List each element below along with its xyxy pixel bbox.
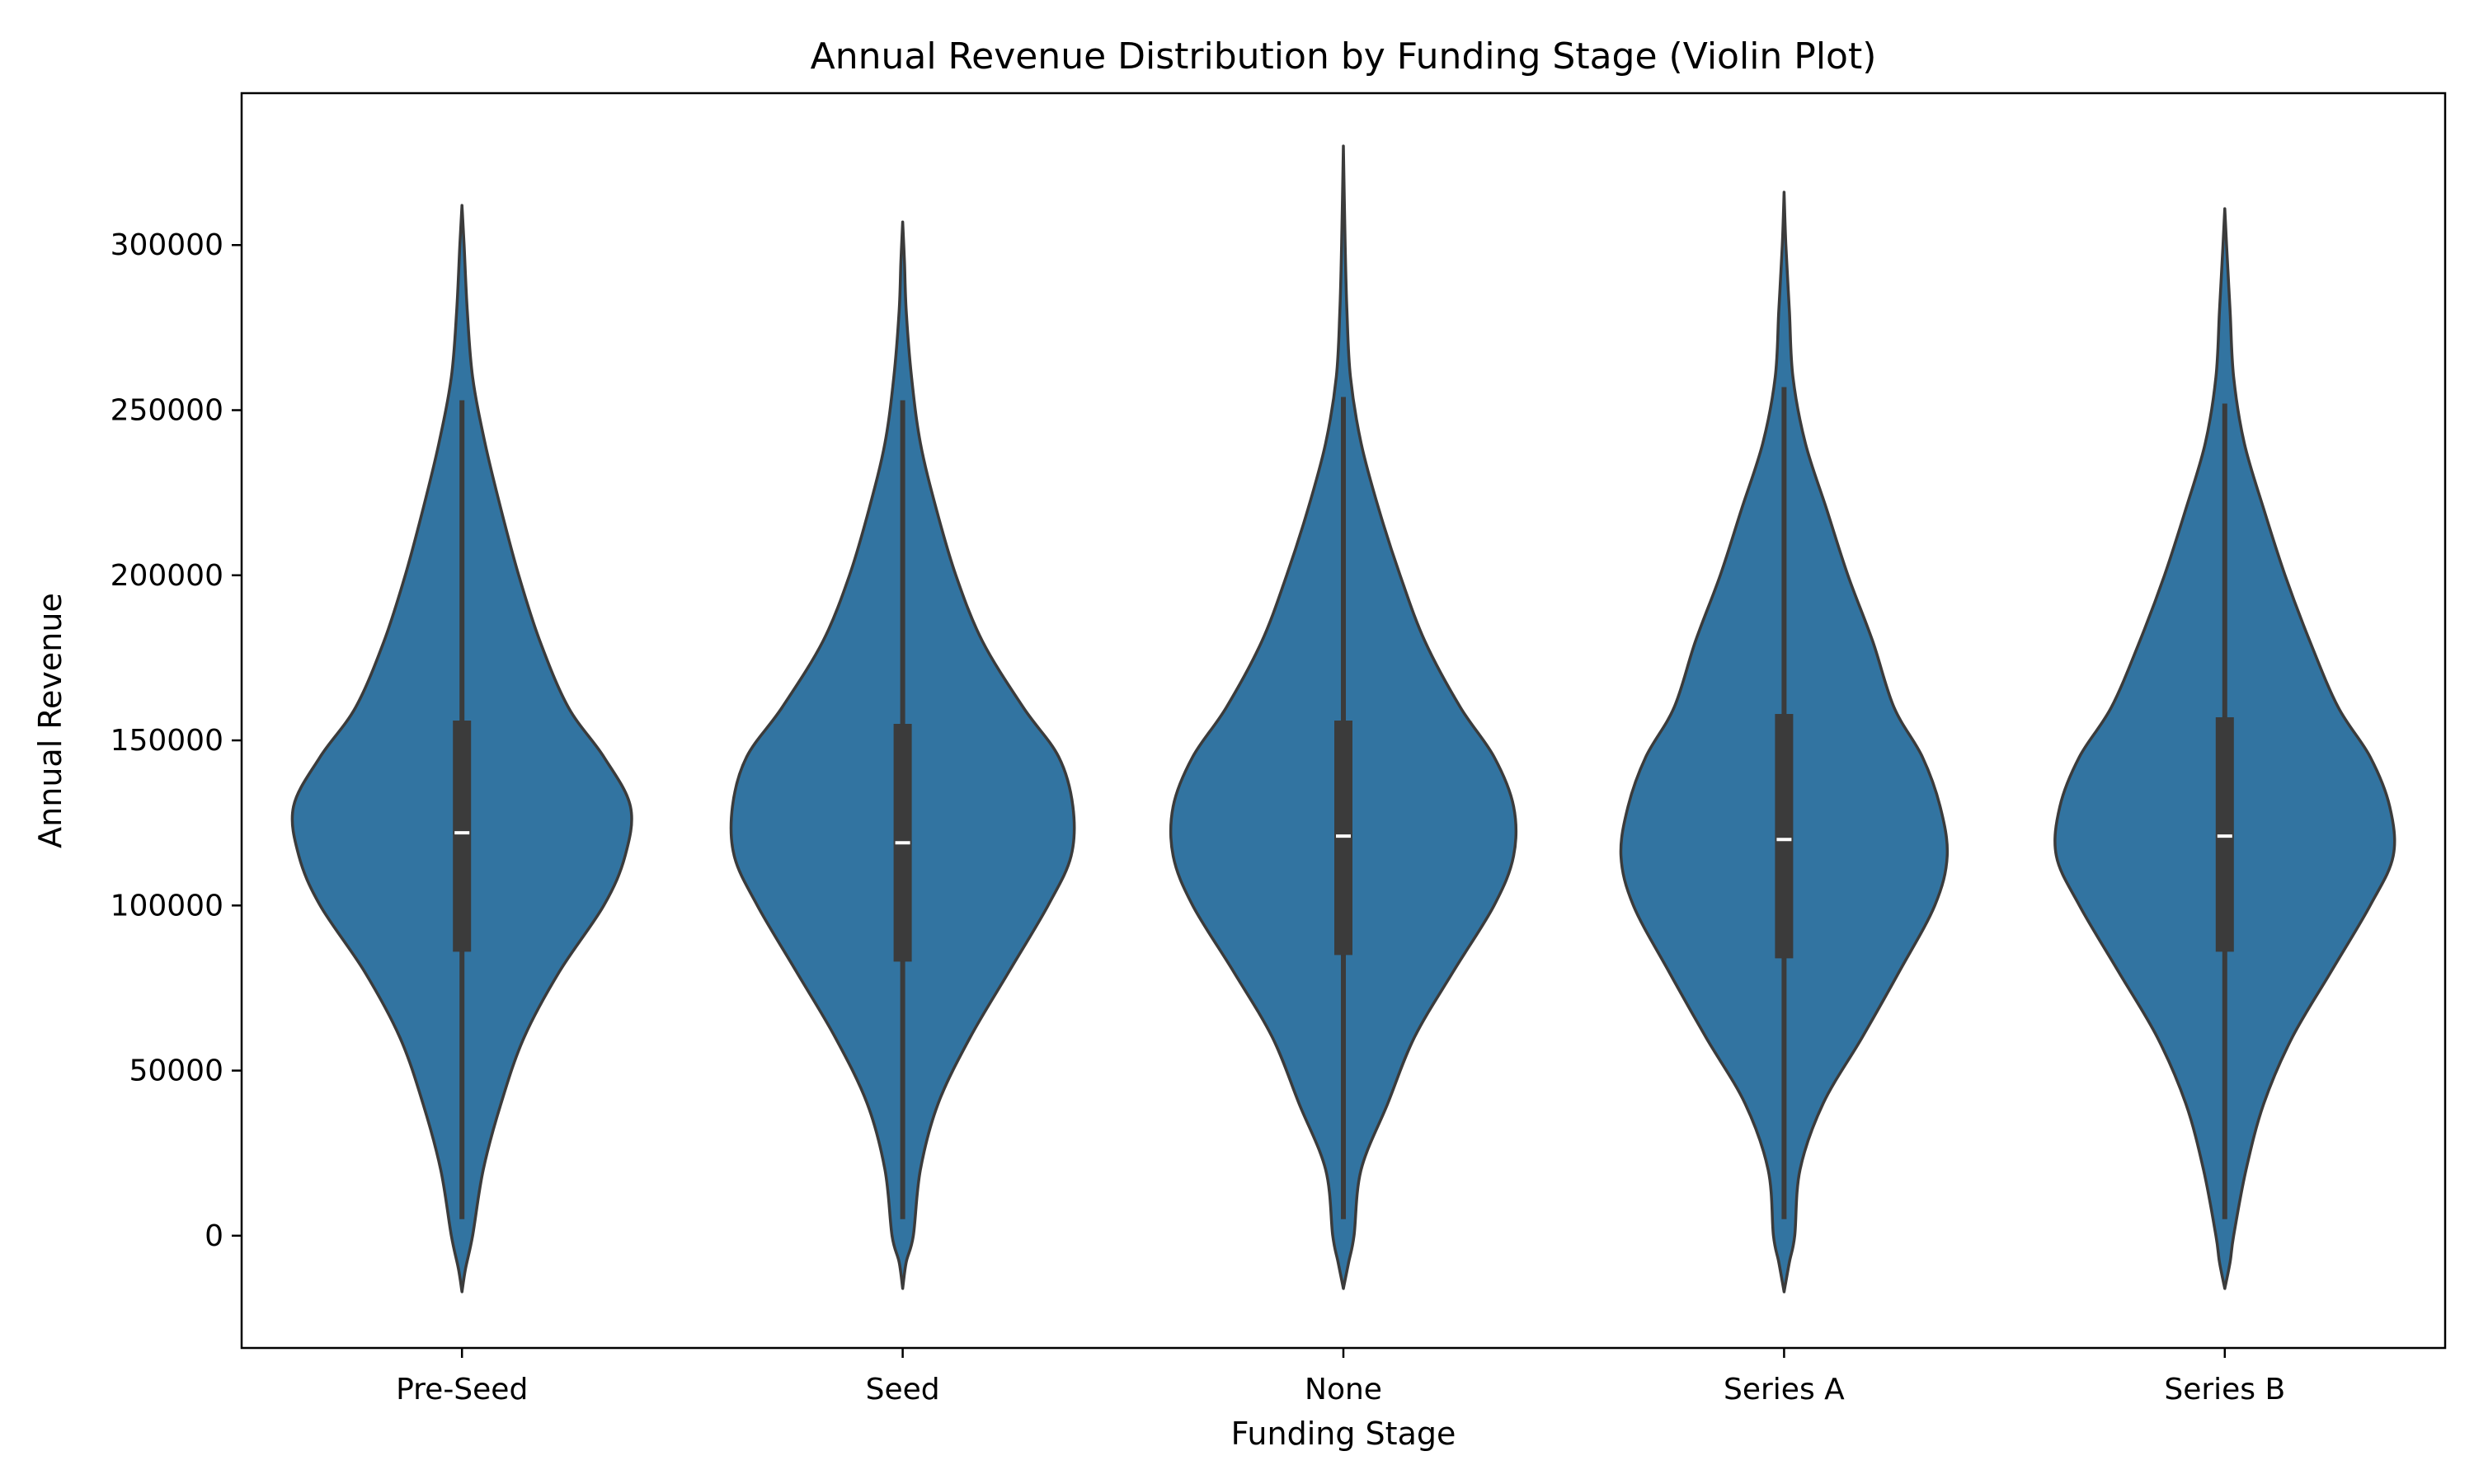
y-axis-label: Annual Revenue <box>32 593 68 848</box>
violin-iqr-box <box>2215 716 2234 952</box>
x-tick-label: None <box>1305 1373 1382 1407</box>
y-tick-label: 0 <box>205 1219 223 1253</box>
violin-iqr-box <box>453 721 472 952</box>
y-tick-label: 250000 <box>111 394 223 428</box>
x-axis-ticks: Pre-Seed Seed None Series A Series B <box>396 1348 2285 1407</box>
violin-none <box>1169 144 1518 1290</box>
violins-group <box>290 144 2396 1294</box>
violin-series-b <box>2053 207 2396 1290</box>
x-tick-label: Pre-Seed <box>396 1373 528 1407</box>
chart-title: Annual Revenue Distribution by Funding S… <box>811 35 1877 77</box>
y-tick-label: 50000 <box>129 1054 223 1088</box>
plot-frame <box>240 92 2447 1350</box>
y-tick-label: 100000 <box>111 889 223 923</box>
x-tick-label: Seed <box>866 1373 940 1407</box>
violin-iqr-box <box>1334 721 1352 956</box>
violin-series-a <box>1619 190 1950 1294</box>
violin-iqr-box <box>1775 713 1794 959</box>
x-axis-label: Funding Stage <box>1231 1416 1456 1452</box>
x-tick-label: Series A <box>1724 1373 1845 1407</box>
violin-seed <box>729 220 1076 1290</box>
y-tick-label: 200000 <box>111 559 223 593</box>
y-tick-label: 300000 <box>111 228 223 262</box>
violin-pre-seed <box>290 204 633 1294</box>
y-axis-ticks: 0 50000 100000 150000 200000 250000 300000 <box>111 228 242 1253</box>
x-tick-label: Series B <box>2164 1373 2285 1407</box>
y-tick-label: 150000 <box>111 724 223 758</box>
